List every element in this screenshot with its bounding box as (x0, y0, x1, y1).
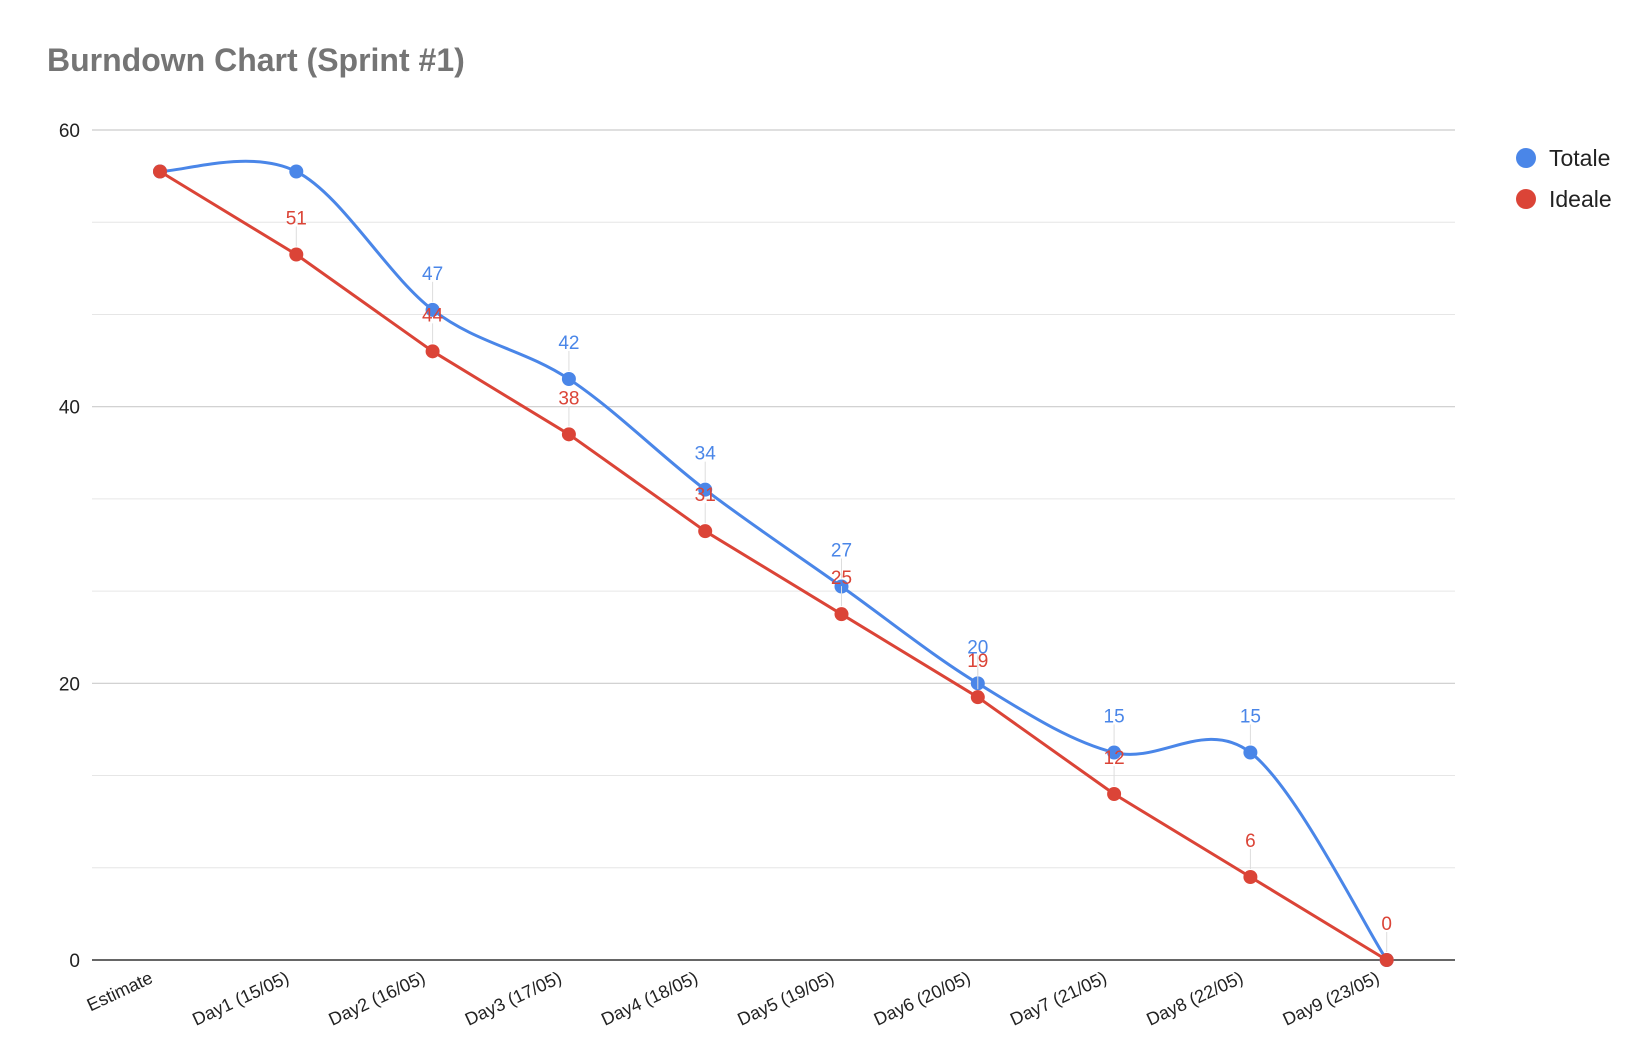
y-tick-label: 20 (59, 674, 80, 695)
legend: Totale Ideale (1516, 145, 1612, 212)
data-label-ideale: 51 (286, 209, 307, 230)
x-tick-label: Day7 (21/05) (1007, 967, 1110, 1029)
y-axis-ticks: 0 20 40 60 (59, 121, 80, 972)
x-tick-label: Day1 (15/05) (189, 967, 292, 1029)
data-label-ideale: 25 (831, 568, 852, 589)
chart-title: Burndown Chart (Sprint #1) (47, 42, 465, 78)
legend-label-ideale: Ideale (1549, 186, 1612, 212)
data-label-ideale: 0 (1381, 914, 1392, 935)
data-point-ideale (153, 164, 167, 179)
y-tick-label: 0 (69, 951, 80, 972)
data-label-totale: 34 (695, 444, 717, 465)
x-tick-label: Day8 (22/05) (1143, 967, 1246, 1029)
data-point-ideale (561, 427, 576, 442)
data-point-ideale (970, 690, 985, 705)
x-tick-label: Day2 (16/05) (326, 967, 429, 1029)
data-label-totale: 27 (831, 541, 852, 562)
data-labels: 47 42 34 27 20 15 15 51 44 38 31 25 19 12 6 0 (286, 209, 1392, 952)
data-label-totale: 20 (967, 637, 988, 658)
data-label-ideale: 6 (1245, 831, 1256, 852)
data-label-ideale: 38 (558, 388, 579, 409)
legend-label-totale: Totale (1549, 145, 1610, 171)
series (153, 159, 1394, 967)
legend-marker-ideale (1516, 189, 1536, 209)
data-label-totale: 47 (422, 264, 443, 285)
x-tick-label: Estimate (84, 967, 156, 1015)
data-point-ideale (698, 524, 713, 539)
data-point-ideale (1379, 953, 1394, 967)
data-point-totale (425, 302, 440, 317)
legend-marker-totale (1516, 148, 1536, 168)
x-axis-ticks: Estimate Day1 (15/05) Day2 (16/05) Day3 (17… (84, 967, 1383, 1029)
data-point-totale (1243, 745, 1258, 760)
data-point-ideale (1107, 787, 1122, 801)
series-line-ideale (159, 170, 1388, 962)
data-label-ideale: 19 (967, 651, 988, 672)
series-line-totale (159, 159, 1388, 961)
data-point-totale (289, 164, 304, 179)
x-tick-label: Day6 (20/05) (871, 967, 974, 1029)
data-label-totale: 15 (1104, 707, 1125, 728)
x-tick-label: Day9 (23/05) (1280, 967, 1383, 1029)
data-label-ideale: 31 (695, 485, 716, 506)
data-label-totale: 42 (558, 333, 579, 354)
y-tick-label: 40 (59, 398, 80, 419)
data-label-totale: 15 (1240, 707, 1261, 728)
x-tick-label: Day3 (17/05) (462, 967, 565, 1029)
gridlines (92, 129, 1455, 961)
x-tick-label: Day5 (19/05) (734, 967, 837, 1029)
data-point-ideale (425, 344, 440, 359)
y-tick-label: 60 (59, 121, 80, 142)
x-tick-label: Day4 (18/05) (598, 967, 701, 1029)
data-label-ideale: 44 (422, 305, 444, 326)
data-label-ideale: 12 (1104, 748, 1125, 769)
data-point-ideale (834, 607, 849, 622)
data-point-ideale (1243, 870, 1258, 884)
data-point-ideale (289, 247, 304, 262)
data-point-totale (1107, 745, 1122, 760)
data-point-totale (698, 482, 713, 497)
data-point-totale (561, 372, 576, 386)
